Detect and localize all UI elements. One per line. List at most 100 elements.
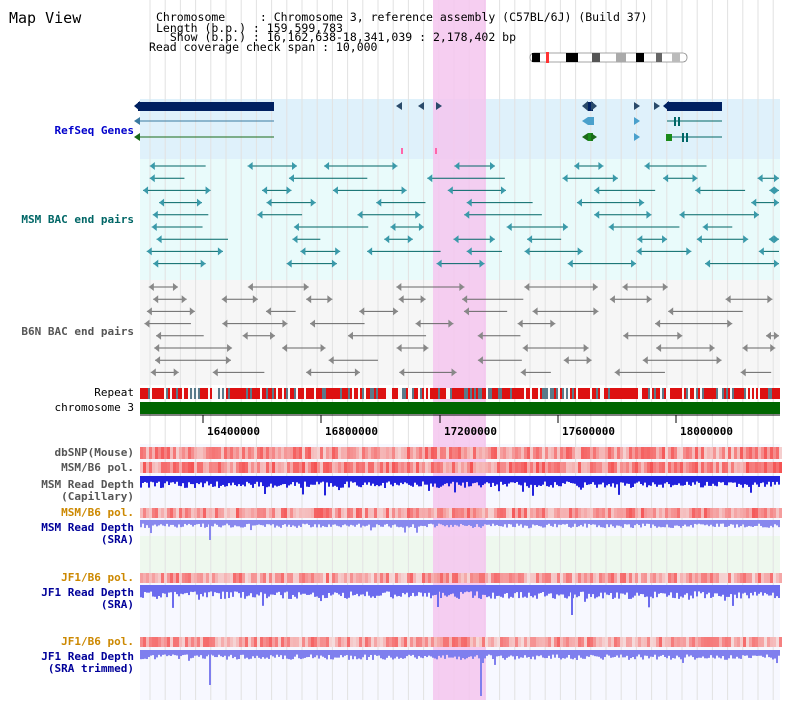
jf1-depth-trim-bar <box>656 650 658 660</box>
jf1-b6-pol-trim-cell <box>467 637 470 647</box>
repeat-mark <box>578 388 580 399</box>
repeat-mark <box>454 388 456 399</box>
jf1-b6-pol-trim-cell <box>764 637 767 647</box>
jf1-b6-pol-cell <box>464 573 467 583</box>
b6n-bac-pair-end <box>463 307 469 316</box>
dbsnp-cell <box>767 447 770 459</box>
msm-b6-pol-cell <box>515 462 518 473</box>
jf1-b6-pol-cell <box>368 573 371 583</box>
msm-bac-pair-end <box>286 259 292 268</box>
msm-depth-sra-bar <box>176 520 178 528</box>
jf1-depth-sra-bar <box>362 585 364 595</box>
jf1-depth-sra-bar <box>586 585 588 599</box>
repeat-mark <box>160 388 162 399</box>
jf1-depth-trim-bar <box>196 650 198 656</box>
msm-depth-cap-bar <box>526 476 528 487</box>
msm-bac-pair-end <box>696 235 702 244</box>
msm-depth-sra-bar <box>366 520 368 526</box>
jf1-b6-pol-trim-cell <box>167 637 170 647</box>
b6n-bac-pair-end <box>623 331 629 340</box>
b6n-bac-pair-end <box>451 368 457 377</box>
jf1-depth-sra-bar <box>698 585 700 592</box>
msm-depth-cap-bar <box>230 476 232 486</box>
msm-b6-pol-cell <box>641 462 644 473</box>
msm-b6-pol-cell <box>755 462 758 473</box>
msm-b6-pol-cell <box>662 462 665 473</box>
jf1-b6-pol-cell <box>674 573 677 583</box>
jf1-b6-pol-trim-cell <box>188 637 191 647</box>
jf1-depth-trim-bar <box>750 650 752 659</box>
msm-b6-pol-sra-cell <box>314 508 317 518</box>
msm-b6-pol-sra-cell <box>596 508 599 518</box>
dbsnp-cell <box>728 447 731 459</box>
jf1-b6-pol-trim-cell <box>269 637 272 647</box>
jf1-depth-trim-bar <box>674 650 676 659</box>
msm-b6-pol-cell <box>197 462 200 473</box>
repeat-mark <box>778 388 780 399</box>
dbsnp-cell <box>326 447 329 459</box>
repeat-mark <box>754 388 756 399</box>
msm-depth-sra-bar <box>622 520 624 528</box>
repeat-mark <box>672 388 674 399</box>
jf1-depth-sra-bar <box>482 585 484 595</box>
msm-depth-cap-bar <box>534 476 536 486</box>
jf1-b6-pol-trim-cell <box>185 637 188 647</box>
msm-depth-cap-bar <box>684 476 686 486</box>
jf1-b6-pol-cell <box>743 573 746 583</box>
msm-depth-cap-bar <box>702 476 704 488</box>
msm-bac-pair-end <box>291 162 297 170</box>
jf1-b6-pol-cell <box>221 573 224 583</box>
msm-depth-sra-bar <box>748 520 750 526</box>
msm-depth-sra-bar <box>556 520 558 528</box>
msm-depth-cap-bar <box>264 476 266 494</box>
dbsnp-cell <box>245 447 248 459</box>
jf1-b6-pol-trim-cell <box>362 637 365 647</box>
jf1-depth-sra-bar <box>448 585 450 596</box>
msm-depth-sra-bar <box>388 520 390 527</box>
dbsnp-cell <box>701 447 704 459</box>
dbsnp-cell <box>179 447 182 459</box>
jf1-b6-pol-cell <box>737 573 740 583</box>
jf1-b6-pol-trim-cell <box>206 637 209 647</box>
jf1-b6-pol-cell <box>395 573 398 583</box>
jf1-b6-pol-trim-cell <box>536 637 539 647</box>
b6n-bac-end-pairs[interactable] <box>144 283 779 377</box>
jf1-depth-trim-bar <box>456 650 458 660</box>
repeat-mark <box>490 388 492 399</box>
msm-b6-pol-cell <box>248 462 251 473</box>
jf1-depth-sra-bar <box>500 585 502 597</box>
msm-bac-end-pairs[interactable] <box>143 162 779 268</box>
msm-depth-sra-bar <box>722 520 724 524</box>
msm-depth-sra-bar <box>402 520 404 528</box>
jf1-b6-pol-cell <box>314 573 317 583</box>
jf1-b6-pol-trim-cell <box>650 637 653 647</box>
msm-b6-pol-cell <box>230 462 233 473</box>
refseq-genes[interactable] <box>134 101 722 154</box>
msm-depth-sra-bar <box>472 520 474 528</box>
dbsnp-cell <box>581 447 584 459</box>
msm-b6-pol-sra-cell <box>611 508 614 518</box>
jf1-depth-trim-bar <box>240 650 242 655</box>
jf1-b6-pol-cell <box>671 573 674 583</box>
msm-b6-pol-cell <box>581 462 584 473</box>
msm-b6-pol-sra-cell <box>704 508 707 518</box>
msm-depth-sra-bar <box>150 520 152 534</box>
repeat-mark <box>462 388 464 399</box>
msm-b6-pol-sra-cell <box>164 508 167 518</box>
msm-b6-pol-sra-cell <box>626 508 629 518</box>
jf1-depth-sra-bar <box>656 585 658 598</box>
jf1-b6-pol-cell <box>254 573 257 583</box>
msm-b6-pol-sra-cell <box>614 508 617 518</box>
repeat-mark <box>554 388 556 399</box>
msm-depth-sra-bar <box>510 520 512 525</box>
jf1-b6-pol-cell <box>515 573 518 583</box>
jf1-depth-trim-bar <box>404 650 406 659</box>
msm-depth-cap-bar <box>320 476 322 483</box>
chromosome-ideogram[interactable] <box>529 52 688 63</box>
msm-b6-pol-sra-cell <box>752 508 755 518</box>
jf1-b6-pol-cell <box>362 573 365 583</box>
jf1-depth-trim-bar <box>598 650 600 657</box>
jf1-b6-pol-trim-cell <box>734 637 737 647</box>
b6n-bac-pair-end <box>306 368 312 377</box>
